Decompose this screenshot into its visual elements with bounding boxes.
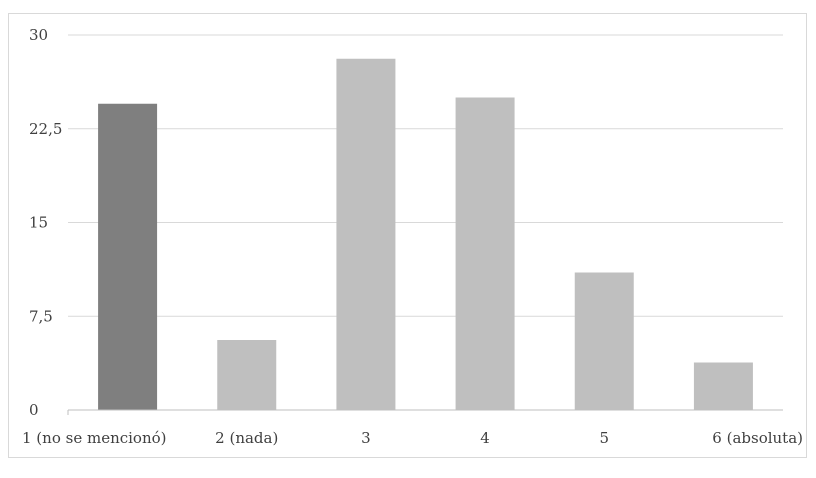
bar [217,340,277,410]
x-tick-label: 3 [361,429,371,447]
x-tick-label: 5 [599,429,609,447]
bars [98,58,753,410]
y-tick-label: 7,5 [29,307,53,325]
y-tick-labels: 0 7,5 15 22,5 30 [29,26,62,419]
bar [455,97,515,410]
x-tick-label: 2 (nada) [215,429,278,447]
y-tick-label: 15 [29,214,48,232]
x-tick-label: 1 (no se mencionó) [22,429,167,447]
bar [336,58,396,410]
x-tick-labels: 1 (no se mencionó) 2 (nada) 3 4 5 6 (absoluta… [22,429,803,447]
bar [574,272,634,410]
y-tick-label: 0 [29,401,39,419]
x-tick-label: 6 (absoluta) [712,429,803,447]
y-tick-label: 22,5 [29,120,62,138]
y-tick-label: 30 [29,26,48,44]
bar [693,362,753,410]
x-tick-label: 4 [480,429,490,447]
bar [98,103,158,410]
gridlines [68,34,783,317]
axes [67,409,783,415]
